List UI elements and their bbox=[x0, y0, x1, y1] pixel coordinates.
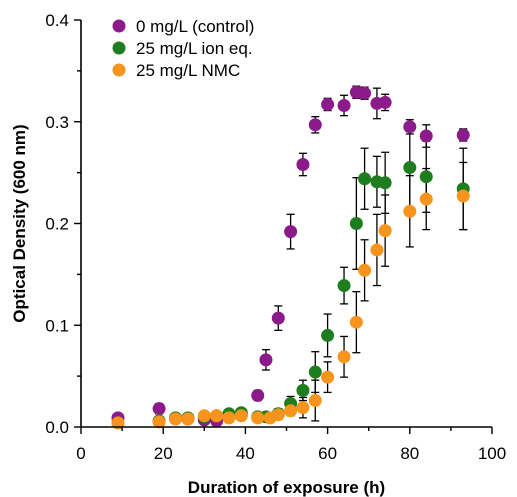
y-tick-label: 0.2 bbox=[45, 215, 69, 234]
point-nmc bbox=[169, 412, 183, 426]
point-nmc bbox=[197, 409, 211, 423]
point-nmc bbox=[321, 370, 335, 384]
point-ion-eq bbox=[296, 383, 310, 397]
legend-label-nmc: 25 mg/L NMC bbox=[136, 61, 240, 80]
legend: 0 mg/L (control) 25 mg/L ion eq. 25 mg/L… bbox=[112, 17, 254, 80]
error-bars bbox=[113, 85, 468, 428]
point-nmc bbox=[284, 404, 298, 418]
point-control bbox=[337, 98, 351, 112]
point-ion-eq bbox=[337, 279, 351, 293]
point-nmc bbox=[403, 204, 417, 218]
point-control bbox=[271, 311, 285, 325]
legend-label-control: 0 mg/L (control) bbox=[136, 17, 254, 36]
x-axis-title: Duration of exposure (h) bbox=[188, 478, 385, 497]
point-control bbox=[259, 353, 273, 367]
legend-label-ion-eq: 25 mg/L ion eq. bbox=[136, 39, 253, 58]
point-control bbox=[296, 157, 310, 171]
point-nmc bbox=[456, 189, 470, 203]
x-tick-label: 60 bbox=[318, 444, 337, 463]
point-nmc bbox=[370, 243, 384, 257]
point-nmc bbox=[152, 415, 166, 429]
point-nmc bbox=[378, 224, 392, 238]
point-nmc bbox=[308, 394, 322, 408]
x-tick-label: 100 bbox=[478, 444, 506, 463]
point-nmc bbox=[296, 401, 310, 415]
legend-marker-nmc bbox=[112, 63, 126, 77]
point-ion-eq bbox=[349, 217, 363, 230]
axes bbox=[80, 20, 492, 428]
y-tick-label: 0.1 bbox=[45, 316, 69, 335]
point-nmc bbox=[271, 408, 285, 422]
point-control bbox=[358, 86, 372, 100]
x-ticks: 0 20 40 60 80 100 bbox=[76, 427, 506, 463]
y-tick-label: 0.3 bbox=[45, 113, 69, 132]
y-ticks: 0.0 0.1 0.2 0.3 0.4 bbox=[45, 11, 81, 437]
data-points bbox=[111, 85, 470, 430]
point-nmc bbox=[234, 409, 248, 423]
point-control bbox=[152, 402, 166, 416]
y-tick-label: 0.4 bbox=[45, 11, 69, 30]
point-nmc bbox=[111, 416, 125, 430]
point-control bbox=[403, 120, 417, 134]
legend-marker-control bbox=[112, 19, 126, 33]
x-tick-label: 40 bbox=[236, 444, 255, 463]
point-ion-eq bbox=[308, 365, 322, 379]
point-ion-eq bbox=[321, 328, 335, 342]
x-tick-label: 0 bbox=[76, 444, 85, 463]
point-ion-eq bbox=[378, 176, 392, 190]
point-control bbox=[378, 95, 392, 109]
point-nmc bbox=[181, 412, 195, 426]
point-nmc bbox=[251, 411, 265, 425]
point-ion-eq bbox=[403, 161, 417, 175]
y-tick-label: 0.0 bbox=[45, 418, 69, 437]
point-control bbox=[321, 97, 335, 111]
point-nmc bbox=[349, 315, 363, 329]
point-control bbox=[284, 225, 298, 239]
point-nmc bbox=[222, 411, 236, 425]
point-nmc bbox=[419, 192, 433, 206]
point-nmc bbox=[337, 350, 351, 364]
point-nmc bbox=[210, 409, 224, 423]
point-ion-eq bbox=[419, 170, 433, 184]
point-control bbox=[251, 388, 265, 402]
point-control bbox=[419, 129, 433, 143]
point-nmc bbox=[358, 263, 372, 277]
point-control bbox=[308, 118, 322, 132]
y-axis-title: Optical Density (600 nm) bbox=[10, 124, 29, 322]
legend-marker-ion-eq bbox=[112, 41, 126, 55]
point-ion-eq bbox=[358, 172, 372, 186]
point-control bbox=[456, 128, 470, 142]
x-tick-label: 80 bbox=[400, 444, 419, 463]
x-tick-label: 20 bbox=[154, 444, 173, 463]
